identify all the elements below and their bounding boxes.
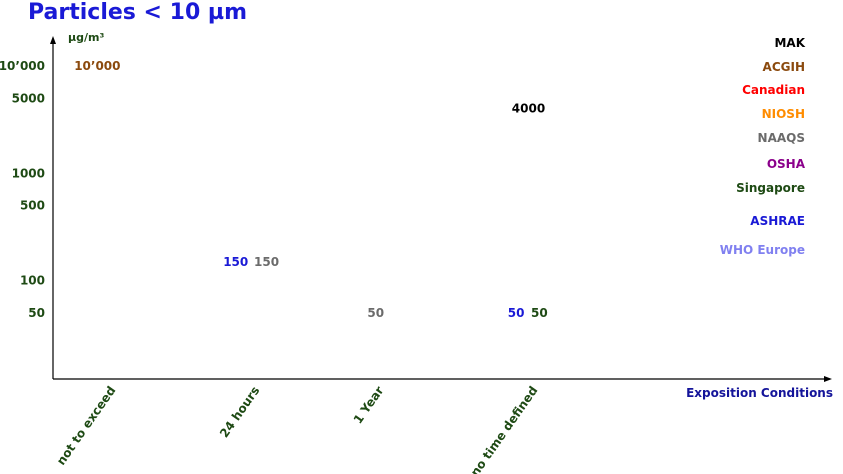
x-tick-label: not to exceed xyxy=(54,384,119,468)
x-tick-label: no time defined xyxy=(468,384,541,474)
x-tick-label: 1 Year xyxy=(351,384,387,427)
y-tick-label: 500 xyxy=(20,199,45,213)
point-singapore: 50 xyxy=(531,306,548,320)
y-tick-label: 10’000 xyxy=(0,59,45,73)
legend-item-mak: MAK xyxy=(774,36,805,50)
y-ticks: 10’000 5000 1000 500 100 50 xyxy=(0,59,45,320)
point-naaqs: 150 xyxy=(254,255,279,269)
x-axis-arrow xyxy=(824,376,832,382)
point-naaqs: 50 xyxy=(367,306,384,320)
y-axis-label: µg/m³ xyxy=(68,31,104,44)
legend-item-canadian: Canadian xyxy=(742,83,805,97)
x-axis-label: Exposition Conditions xyxy=(686,386,833,400)
y-tick-label: 100 xyxy=(20,274,45,288)
legend-item-who-europe: WHO Europe xyxy=(720,243,805,257)
x-tick-label: 24 hours xyxy=(217,384,262,441)
legend-item-osha: OSHA xyxy=(767,157,806,171)
legend-item-naaqs: NAAQS xyxy=(758,131,805,145)
legend-item-singapore: Singapore xyxy=(736,181,805,195)
point-acgih: 10’000 xyxy=(74,59,120,73)
y-tick-label: 1000 xyxy=(12,166,45,180)
point-ashrae: 150 xyxy=(223,255,248,269)
point-ashrae: 50 xyxy=(508,306,525,320)
y-axis-arrow xyxy=(50,36,56,44)
legend-item-niosh: NIOSH xyxy=(762,107,805,121)
legend: MAK ACGIH Canadian NIOSH NAAQS OSHA Singapore A… xyxy=(720,36,806,257)
axes xyxy=(50,36,832,382)
point-mak: 4000 xyxy=(512,102,545,116)
x-ticks: not to exceed 24 hours 1 Year no time defin… xyxy=(54,384,541,474)
legend-item-ashrae: ASHRAE xyxy=(750,214,805,228)
chart-title: Particles < 10 µm xyxy=(28,0,247,25)
data-points: 4000 10’000 150 150 50 50 50 xyxy=(74,59,548,320)
legend-item-acgih: ACGIH xyxy=(763,60,805,74)
y-tick-label: 50 xyxy=(28,306,45,320)
y-tick-label: 5000 xyxy=(12,91,45,105)
